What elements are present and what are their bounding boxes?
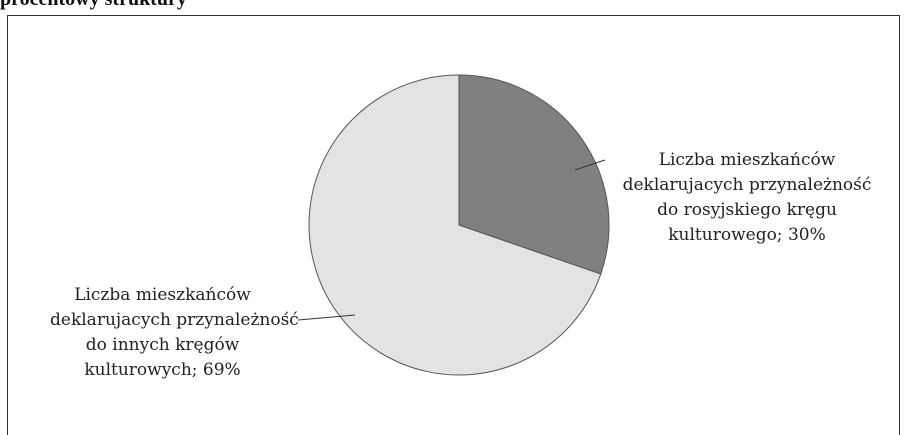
leader-line-russian-culture [574, 159, 606, 171]
label-line: do innych kręgów [85, 335, 240, 355]
label-line: Liczba mieszkańców [74, 285, 251, 305]
label-line: deklarujacych przynależność [622, 175, 872, 195]
slice-label-other-cultures: Liczba mieszkańców deklarujacych przynal… [50, 283, 299, 383]
label-line: deklarujacych przynależność [50, 310, 299, 330]
chart-caption: procentowy struktury [0, 0, 187, 11]
label-line: Liczba mieszkańców [658, 150, 836, 170]
leader-line-other-cultures [297, 314, 356, 321]
label-line: kulturowych; 69% [84, 360, 241, 380]
pie-chart [297, 74, 610, 376]
label-line: kulturowego; 30% [668, 225, 826, 245]
chart-frame [7, 15, 900, 435]
slice-label-russian-culture: Liczba mieszkańców deklarujacych przynal… [616, 148, 878, 248]
pie-slice-other-cultures [308, 74, 602, 376]
pie-slice-russian-culture [458, 74, 610, 275]
label-line: do rosyjskiego kręgu [657, 200, 837, 220]
